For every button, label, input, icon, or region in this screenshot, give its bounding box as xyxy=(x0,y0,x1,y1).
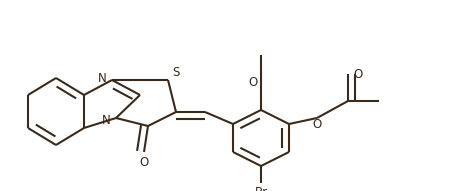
Text: O: O xyxy=(353,67,362,80)
Text: N: N xyxy=(101,113,110,126)
Text: Br: Br xyxy=(254,186,267,191)
Text: O: O xyxy=(248,75,257,88)
Text: O: O xyxy=(312,118,321,131)
Text: N: N xyxy=(97,71,106,84)
Text: S: S xyxy=(172,66,179,79)
Text: O: O xyxy=(139,155,148,168)
